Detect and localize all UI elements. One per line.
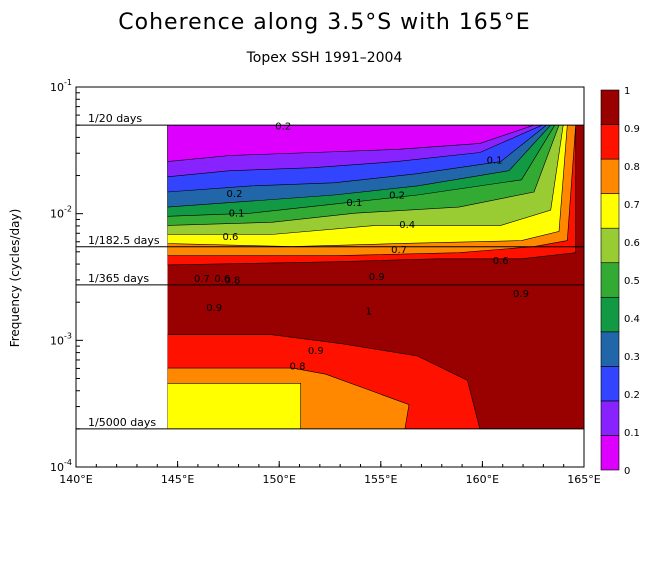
y-tick-label: 10 <box>50 81 64 94</box>
contour-label: 0.1 <box>346 198 362 209</box>
y-tick-label: 10 <box>50 208 64 221</box>
contour-label: 0.2 <box>389 190 405 201</box>
colorbar-label: 0.8 <box>624 162 640 173</box>
coherence-region-0.6-0.7 <box>167 383 301 429</box>
colorbar: 0 0.1 0.2 0.3 0.4 0.5 0.6 0.7 0.8 0.9 1 <box>600 86 640 477</box>
reference-lines: 1/20 days 1/182.5 days 1/365 days 1/5000 da… <box>76 112 584 430</box>
colorbar-swatch <box>600 124 620 160</box>
y-tick-exponent: -1 <box>64 78 72 87</box>
x-tick-label: 165°E <box>567 473 600 486</box>
contour-label: 1 <box>365 306 371 317</box>
coherence-region-band-0 <box>167 125 535 162</box>
contour-label: 0.9 <box>206 303 222 314</box>
reference-line-label: 1/5000 days <box>88 416 156 429</box>
contour-label: 0.1 <box>229 208 245 219</box>
chart-subtitle: Topex SSH 1991–2004 <box>246 50 403 66</box>
colorbar-label: 0.4 <box>624 314 640 325</box>
y-tick-label: 10 <box>50 461 64 474</box>
colorbar-label: 0.3 <box>624 352 640 363</box>
contour-label: 0.9 <box>513 289 529 300</box>
colorbar-label: 0.9 <box>624 124 640 135</box>
x-tick-label: 140°E <box>59 473 92 486</box>
contour-label: 0.9 <box>369 272 385 283</box>
colorbar-label: 0.6 <box>624 238 640 249</box>
colorbar-label: 0 <box>624 466 630 477</box>
contour-label: 0.1 <box>487 155 503 166</box>
colorbar-label: 0.2 <box>624 390 640 401</box>
plot-frame <box>75 86 585 468</box>
colorbar-label: 0.5 <box>624 276 640 287</box>
contour-label: 0.2 <box>275 122 291 133</box>
x-tick-label: 150°E <box>262 473 295 486</box>
reference-line-label: 1/182.5 days <box>88 234 160 247</box>
contour-label: 0.2 <box>227 189 243 200</box>
colorbar-swatch <box>600 331 620 367</box>
y-axis: 10-410-310-210-1 <box>50 78 83 474</box>
colorbar-swatch <box>600 262 620 298</box>
x-tick-label: 145°E <box>161 473 194 486</box>
colorbar-swatch <box>600 296 620 333</box>
colorbar-swatch <box>600 435 620 471</box>
x-axis: 140°E 145°E 150°E 155°E 160°E 165°E <box>59 461 601 486</box>
colorbar-swatch <box>600 400 620 436</box>
x-tick-label: 155°E <box>364 473 397 486</box>
colorbar-swatch <box>600 227 620 264</box>
contour-label: 0.8 <box>290 361 306 372</box>
reference-line-label: 1/365 days <box>88 272 149 285</box>
colorbar-swatch <box>600 193 620 229</box>
reference-line-label: 1/20 days <box>88 112 142 125</box>
contour-label: 0.8 <box>225 276 241 287</box>
colorbar-label: 0.7 <box>624 200 640 211</box>
y-tick-exponent: -2 <box>64 205 72 214</box>
colorbar-label: 1 <box>624 86 630 97</box>
data-region <box>167 125 584 429</box>
contour-label: 0.7 <box>194 274 210 285</box>
contour-label: 0.6 <box>493 256 509 267</box>
contour-labels: 0.20.10.60.20.10.20.10.40.70.60.90.7 0.60… <box>194 122 529 373</box>
colorbar-swatch <box>600 89 620 125</box>
colorbar-label: 0.1 <box>624 428 640 439</box>
contour-label: 0.6 <box>214 274 230 285</box>
contour-label: 0.6 <box>222 232 238 243</box>
y-tick-exponent: -3 <box>64 331 72 340</box>
contour-label: 0.9 <box>308 346 324 357</box>
x-tick-label: 160°E <box>466 473 499 486</box>
colorbar-swatch <box>600 158 620 194</box>
contour-label: 0.4 <box>399 220 415 231</box>
y-axis-label: Frequency (cycles/day) <box>8 209 22 348</box>
colorbar-swatch <box>600 366 620 402</box>
chart-title: Coherence along 3.5°S with 165°E <box>118 10 531 35</box>
contour-label: 0.7 <box>391 245 407 256</box>
y-tick-label: 10 <box>50 334 64 347</box>
y-tick-exponent: -4 <box>64 458 72 467</box>
